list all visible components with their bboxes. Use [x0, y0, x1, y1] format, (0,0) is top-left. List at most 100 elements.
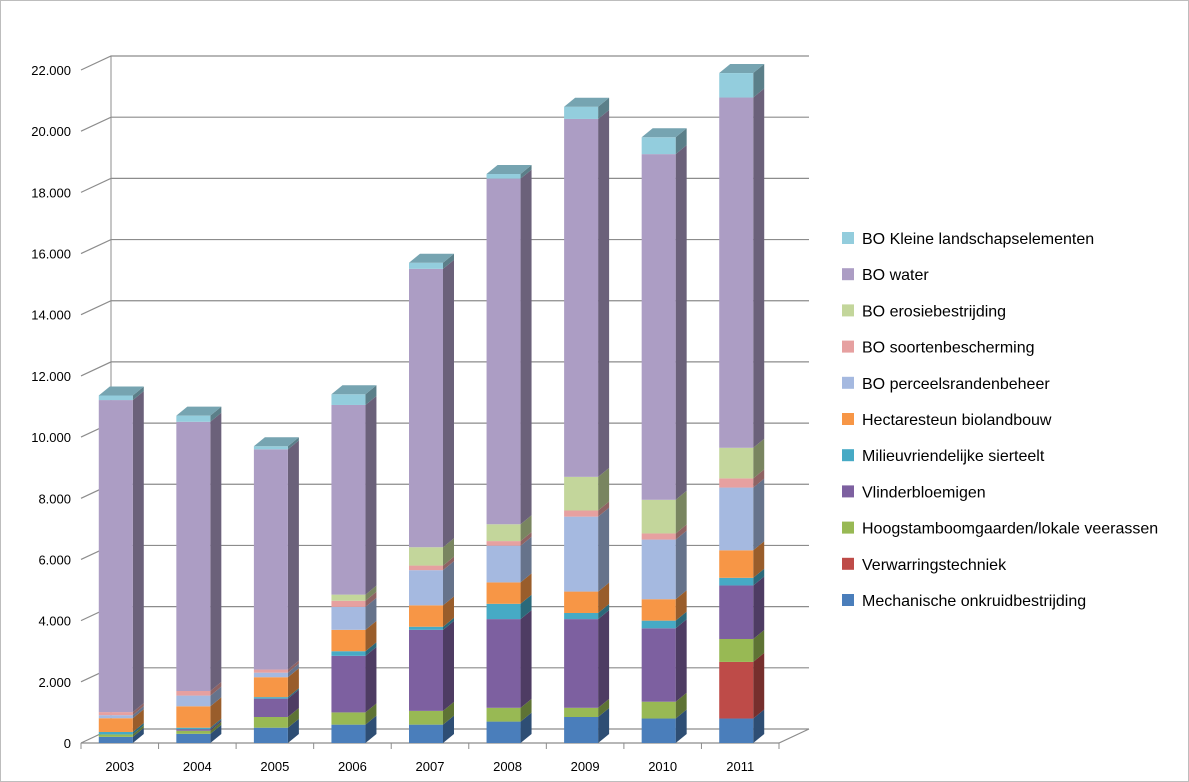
bar-side: [210, 412, 222, 691]
bar-segment: [98, 703, 144, 716]
bar-segment: [719, 478, 765, 551]
bar-front: [409, 565, 443, 571]
legend-entry: BO water: [842, 267, 929, 284]
bar-segment: [564, 507, 610, 592]
bar-side: [365, 395, 377, 595]
bar-side: [520, 536, 532, 583]
bar-side: [132, 703, 144, 716]
bar-segment: [641, 145, 687, 500]
bar-segment: [719, 541, 765, 578]
bar-side: [598, 603, 610, 620]
bar-segment: [409, 561, 454, 606]
bar-side: [443, 253, 454, 269]
bar-side: [520, 712, 532, 743]
bar-segment: [331, 703, 377, 725]
bar-front: [253, 677, 288, 698]
bar-front: [409, 724, 443, 743]
legend-entry: BO perceelsrandenbeheer: [842, 376, 1050, 393]
bar-side: [287, 660, 299, 673]
y-tick-label: 0: [64, 736, 71, 751]
bar-segment: [641, 692, 687, 719]
bar-front: [176, 690, 211, 696]
legend-label: Verwarringstechniek: [862, 557, 1007, 574]
legend-swatch: [842, 413, 854, 425]
bar-segment: [564, 707, 610, 743]
bar-side: [753, 88, 765, 448]
bar-side: [675, 709, 687, 743]
bar-side: [287, 718, 299, 743]
bar-segment: [641, 524, 687, 540]
gridline: [80, 238, 809, 255]
bar-segment: [331, 620, 377, 652]
bar-stack-2006: [331, 385, 377, 743]
bar-segment: [641, 611, 687, 629]
bar-segment: [176, 681, 222, 696]
bar-segment: [641, 490, 687, 534]
bar-front: [253, 446, 288, 450]
bar-stack-2003: [98, 386, 144, 743]
bar-segment: [253, 440, 299, 670]
bar-side: [132, 386, 144, 401]
bar-segment: [253, 668, 299, 698]
legend-label: Hoogstamboomgaarden/lokale veerassen: [862, 521, 1158, 538]
bar-top: [641, 128, 687, 138]
bar-stack-2005: [253, 437, 299, 743]
bar-stack-2008: [486, 165, 532, 743]
bar-side: [520, 169, 532, 525]
legend-swatch: [842, 557, 854, 570]
bar-front: [331, 394, 366, 405]
bar-front: [564, 716, 599, 743]
legend-swatch: [842, 521, 854, 534]
bar-front: [641, 628, 676, 702]
bar-side: [132, 706, 144, 719]
x-tick-label: 2003: [105, 759, 134, 774]
x-tick-label: 2008: [493, 759, 522, 774]
legend-swatch: [842, 594, 854, 606]
x-axis-category-labels: 2003 2004 2005 2006 2007 2008 2009 2010 2011: [105, 759, 754, 774]
bar-front: [98, 734, 133, 737]
bar-side: [753, 438, 765, 479]
bar-segment: [331, 715, 377, 743]
bar-side: [598, 501, 610, 517]
bar-segment: [98, 706, 144, 719]
x-tick-label: 2010: [648, 759, 677, 774]
bar-stack-2009: [564, 97, 610, 743]
legend-label: BO erosiebestrijding: [862, 303, 1006, 320]
bar-side: [210, 718, 222, 730]
bar-segment: [331, 646, 377, 713]
bar-side: [443, 620, 454, 711]
legend-entry: Milieuvriendelijke sierteelt: [842, 448, 1045, 465]
legend-entry: Mechanische onkruidbestrijding: [842, 593, 1086, 610]
bar-front: [486, 545, 521, 583]
bar-segment: [719, 469, 765, 488]
bar-front: [641, 137, 676, 155]
bar-segment: [719, 576, 765, 639]
bar-front: [564, 707, 599, 717]
bar-segment: [409, 701, 454, 725]
bar-front: [719, 550, 754, 578]
bar-side: [132, 709, 144, 732]
bar-front: [176, 695, 211, 707]
bar-front: [486, 524, 521, 542]
bar-front: [564, 510, 599, 517]
bar-segment: [176, 412, 222, 691]
bar-segment: [409, 620, 454, 711]
bar-front: [253, 716, 288, 728]
bar-front: [719, 447, 754, 479]
bar-side: [753, 709, 765, 743]
bar-segment: [176, 720, 222, 731]
bar-side: [753, 64, 765, 98]
bar-segment: [719, 64, 765, 98]
bar-front: [253, 669, 288, 673]
bar-stack-2011: [719, 64, 765, 743]
legend-swatch: [842, 376, 854, 389]
gridline: [80, 177, 809, 193]
bar-front: [331, 651, 366, 656]
bar-segment: [719, 629, 765, 662]
bar-segment: [331, 585, 377, 601]
bar-side: [443, 596, 454, 627]
bar-front: [253, 449, 288, 670]
bar-side: [598, 610, 610, 708]
bar-segment: [253, 689, 299, 717]
